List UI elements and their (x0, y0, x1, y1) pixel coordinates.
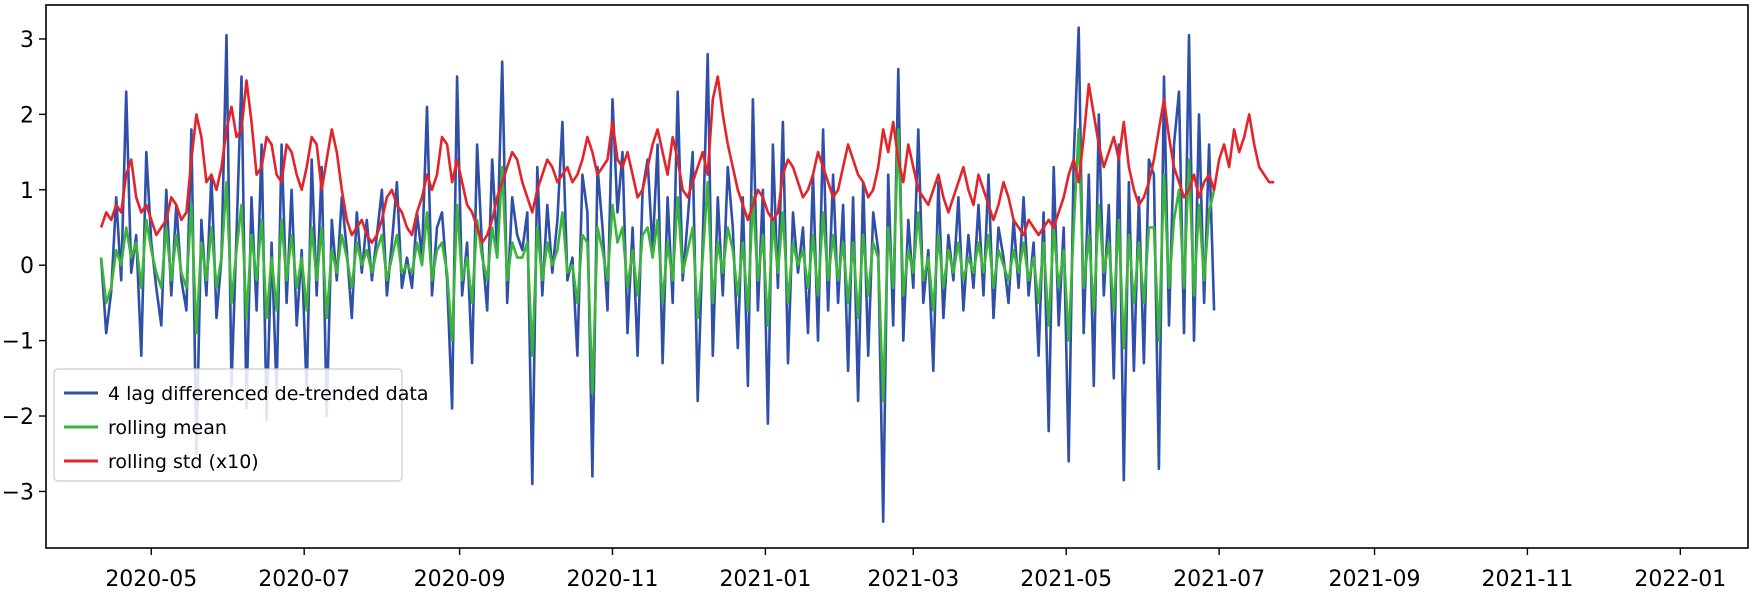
x-axis: 2020-05 2020-07 2020-09 2020-11 2021-01 2021-… (105, 548, 1726, 592)
x-tick-label: 2021-05 (1020, 567, 1112, 592)
series-line-0 (99, 26, 1216, 523)
series-layer (99, 26, 1275, 523)
legend-label-2: rolling std (x10) (108, 451, 259, 473)
y-tick-label: 0 (20, 254, 34, 279)
x-tick-label: 2021-01 (719, 567, 811, 592)
y-tick-label: −3 (2, 480, 34, 505)
x-tick-label: 2020-05 (105, 567, 197, 592)
x-tick-label: 2021-07 (1173, 567, 1265, 592)
x-tick-label: 2021-09 (1329, 567, 1421, 592)
x-tick-label: 2020-07 (258, 567, 350, 592)
x-tick-label: 2022-01 (1634, 567, 1726, 592)
x-tick-label: 2021-11 (1481, 567, 1573, 592)
x-tick-label: 2020-09 (414, 567, 506, 592)
legend-label-1: rolling mean (108, 417, 227, 439)
y-tick-label: 1 (20, 179, 34, 204)
series-line-1 (99, 128, 1216, 403)
legend-label-0: 4 lag differenced de-trended data (108, 383, 428, 405)
y-tick-label: −2 (2, 405, 34, 430)
y-tick-label: −1 (2, 330, 34, 355)
y-tick-label: 3 (20, 28, 34, 53)
legend-box (53, 368, 403, 482)
y-axis: 3 2 1 0 −1 −2 −3 (2, 28, 46, 505)
y-tick-label: 2 (20, 103, 34, 128)
series-line-2 (99, 75, 1275, 244)
x-tick-label: 2021-03 (867, 567, 959, 592)
plot-frame (45, 4, 1749, 549)
x-tick-label: 2020-11 (567, 567, 659, 592)
legend: 4 lag differenced de-trended data rolling… (53, 368, 428, 482)
